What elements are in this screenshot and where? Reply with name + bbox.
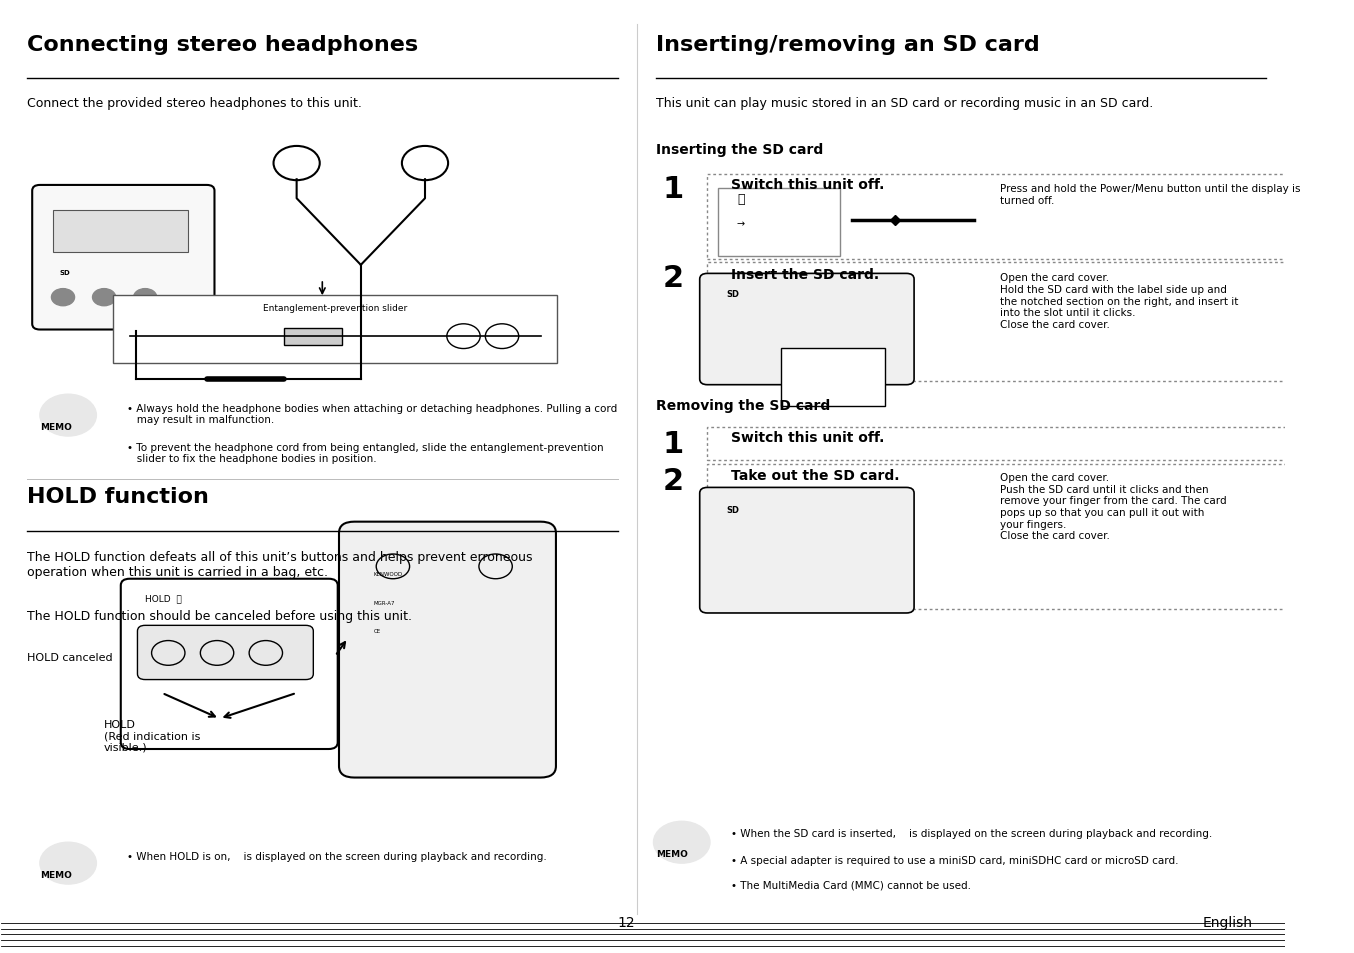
Text: • A special adapter is required to use a miniSD card, miniSDHC card or microSD c: • A special adapter is required to use a… bbox=[731, 855, 1178, 864]
Text: • Always hold the headphone bodies when attaching or detaching headphones. Pulli: • Always hold the headphone bodies when … bbox=[127, 403, 617, 425]
Text: HOLD canceled: HOLD canceled bbox=[27, 652, 112, 662]
Text: The HOLD function should be canceled before using this unit.: The HOLD function should be canceled bef… bbox=[27, 610, 412, 622]
Text: Removing the SD card: Removing the SD card bbox=[657, 398, 830, 413]
Text: Inserting the SD card: Inserting the SD card bbox=[657, 143, 823, 157]
Text: SD: SD bbox=[727, 290, 739, 298]
Text: • When HOLD is on,    is displayed on the screen during playback and recording.: • When HOLD is on, is displayed on the s… bbox=[127, 851, 547, 861]
FancyBboxPatch shape bbox=[284, 328, 341, 345]
FancyBboxPatch shape bbox=[338, 522, 556, 778]
Circle shape bbox=[92, 290, 115, 307]
Text: HOLD
(Red indication is
visible.): HOLD (Red indication is visible.) bbox=[104, 719, 200, 752]
Text: 1: 1 bbox=[662, 174, 684, 203]
Text: • When the SD card is inserted,    is displayed on the screen during playback an: • When the SD card is inserted, is displ… bbox=[731, 828, 1212, 838]
Text: MEMO: MEMO bbox=[657, 849, 688, 858]
Circle shape bbox=[654, 821, 709, 863]
Text: ⏻: ⏻ bbox=[737, 193, 745, 205]
FancyBboxPatch shape bbox=[700, 274, 914, 385]
Text: 2: 2 bbox=[662, 467, 684, 496]
Text: KENWOOD: KENWOOD bbox=[374, 572, 403, 577]
FancyBboxPatch shape bbox=[121, 579, 337, 749]
FancyBboxPatch shape bbox=[53, 211, 187, 253]
Text: HOLD function: HOLD function bbox=[27, 486, 209, 506]
Circle shape bbox=[134, 290, 157, 307]
FancyBboxPatch shape bbox=[32, 186, 214, 330]
Text: 12: 12 bbox=[617, 916, 635, 929]
Text: MEMO: MEMO bbox=[39, 870, 72, 879]
Text: →: → bbox=[737, 219, 745, 229]
Text: 1: 1 bbox=[662, 430, 684, 459]
FancyBboxPatch shape bbox=[718, 189, 839, 257]
Text: SD: SD bbox=[727, 505, 739, 514]
Text: Connect the provided stereo headphones to this unit.: Connect the provided stereo headphones t… bbox=[27, 96, 362, 110]
Circle shape bbox=[51, 290, 74, 307]
Text: Press and hold the Power/Menu button until the display is
turned off.: Press and hold the Power/Menu button unt… bbox=[1001, 184, 1301, 206]
Text: CE: CE bbox=[374, 629, 380, 634]
Text: MEMO: MEMO bbox=[39, 422, 72, 432]
Text: Switch this unit off.: Switch this unit off. bbox=[731, 431, 884, 445]
Text: SD: SD bbox=[60, 270, 70, 275]
Text: Take out the SD card.: Take out the SD card. bbox=[731, 469, 899, 483]
FancyBboxPatch shape bbox=[114, 296, 558, 363]
Text: • To prevent the headphone cord from being entangled, slide the entanglement-pre: • To prevent the headphone cord from bei… bbox=[127, 442, 604, 464]
Text: This unit can play music stored in an SD card or recording music in an SD card.: This unit can play music stored in an SD… bbox=[657, 96, 1154, 110]
Text: Open the card cover.
Hold the SD card with the label side up and
the notched sec: Open the card cover. Hold the SD card wi… bbox=[1001, 274, 1239, 330]
Text: Switch this unit off.: Switch this unit off. bbox=[731, 178, 884, 193]
Text: Entanglement-prevention slider: Entanglement-prevention slider bbox=[263, 304, 408, 313]
Circle shape bbox=[39, 395, 96, 436]
Text: English: English bbox=[1202, 916, 1252, 929]
FancyBboxPatch shape bbox=[781, 348, 884, 406]
FancyBboxPatch shape bbox=[138, 626, 313, 679]
Text: 2: 2 bbox=[662, 264, 684, 293]
Text: Insert the SD card.: Insert the SD card. bbox=[731, 268, 879, 281]
Text: Inserting/removing an SD card: Inserting/removing an SD card bbox=[657, 34, 1040, 54]
Text: Connecting stereo headphones: Connecting stereo headphones bbox=[27, 34, 418, 54]
Text: The HOLD function defeats all of this unit’s buttons and helps prevent erroneous: The HOLD function defeats all of this un… bbox=[27, 551, 532, 578]
Text: • The MultiMedia Card (MMC) cannot be used.: • The MultiMedia Card (MMC) cannot be us… bbox=[731, 880, 971, 889]
Text: HOLD  🔒: HOLD 🔒 bbox=[145, 594, 181, 602]
Text: Open the card cover.
Push the SD card until it clicks and then
remove your finge: Open the card cover. Push the SD card un… bbox=[1001, 473, 1227, 540]
FancyBboxPatch shape bbox=[700, 488, 914, 614]
Circle shape bbox=[127, 325, 145, 338]
Circle shape bbox=[39, 842, 96, 884]
Text: MGR-A7: MGR-A7 bbox=[374, 600, 395, 605]
